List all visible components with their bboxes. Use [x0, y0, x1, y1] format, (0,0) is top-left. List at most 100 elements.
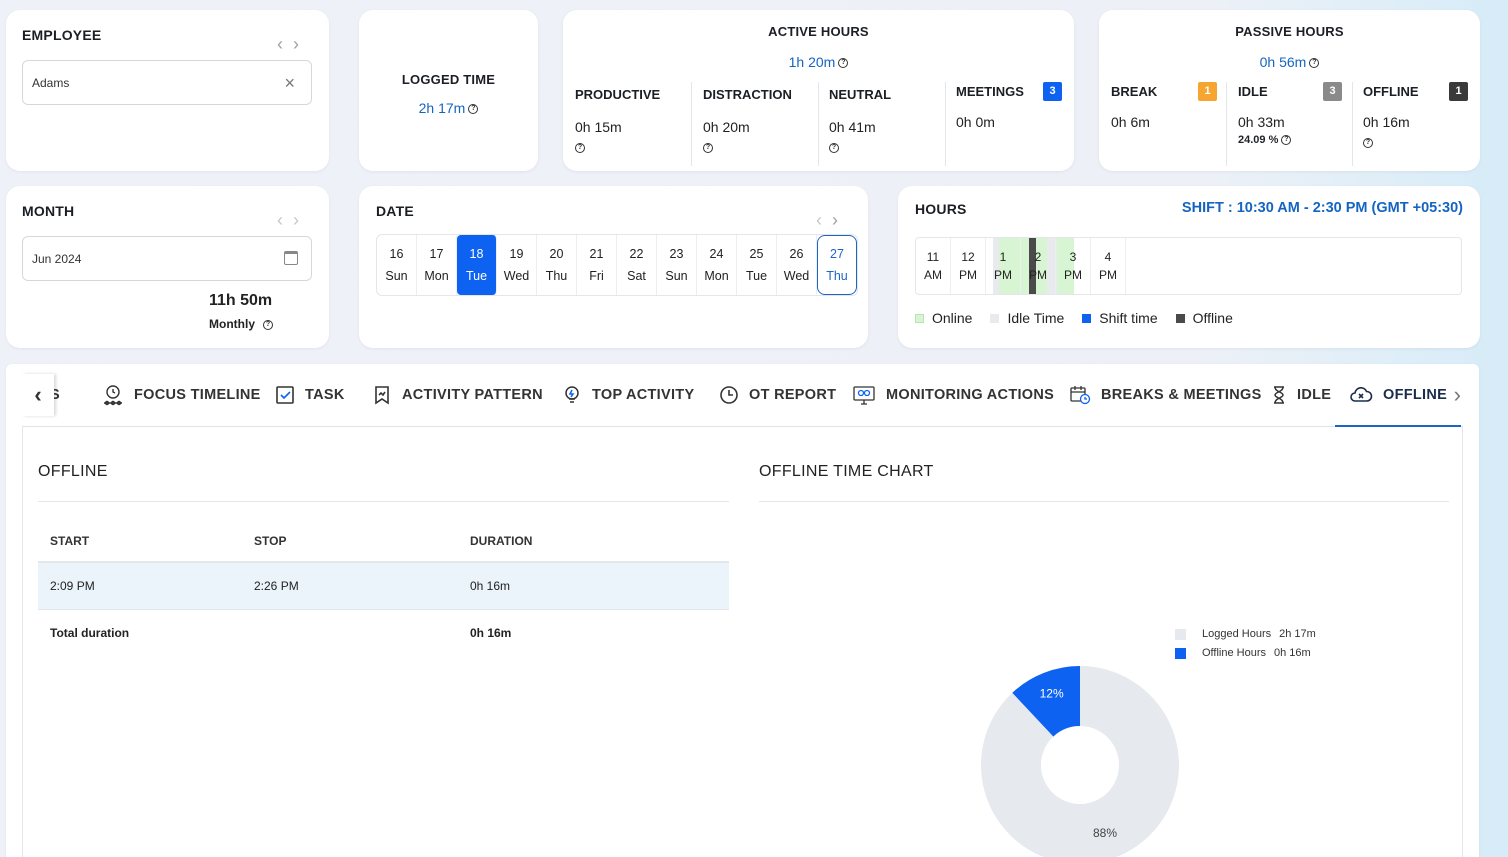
date-day: 19	[509, 247, 524, 261]
date-cell[interactable]: 17 Mon	[417, 235, 457, 295]
hour-cell[interactable]: 1 PM	[986, 238, 1021, 294]
help-icon[interactable]: ?	[263, 319, 273, 330]
meetings-value: 0h 0m	[956, 114, 995, 130]
chevron-right-icon[interactable]: ›	[293, 210, 309, 230]
neutral-label: NEUTRAL	[829, 87, 892, 102]
neutral-metric: NEUTRAL 0h 41m ?	[829, 82, 891, 167]
calendar-icon[interactable]	[284, 251, 298, 265]
logged-time-value: 2h 17m?	[359, 100, 538, 116]
meetings-label: MEETINGS 3	[956, 82, 1062, 101]
tab-focus-timeline[interactable]: FOCUS TIMELINE	[102, 364, 261, 426]
meetings-badge: 3	[1043, 82, 1062, 101]
legend-item: Idle Time	[990, 310, 1064, 326]
tab-partial-label: S	[50, 387, 60, 403]
date-cell[interactable]: 20 Thu	[537, 235, 577, 295]
date-cell[interactable]: 25 Tue	[737, 235, 777, 295]
divider	[1352, 82, 1353, 166]
offline-table: START STOP DURATION 2:09 PM 2:26 PM 0h 1…	[38, 520, 729, 656]
clear-icon[interactable]: ×	[284, 73, 295, 93]
date-cell[interactable]: 19 Wed	[497, 235, 537, 295]
hour-cell[interactable]: 11 AM	[916, 238, 951, 294]
tab-activity-pattern[interactable]: ACTIVITY PATTERN	[372, 364, 543, 426]
date-weekday: Thu	[545, 269, 568, 283]
tab-partial[interactable]: S	[50, 364, 60, 426]
hour-number: 3	[1069, 250, 1077, 264]
legend-swatch	[1175, 629, 1186, 640]
logged-time-card: LOGGED TIME 2h 17m?	[359, 10, 538, 171]
help-icon[interactable]: ?	[829, 142, 839, 153]
date-cell[interactable]: 22 Sat	[617, 235, 657, 295]
table-row[interactable]: 2:09 PM 2:26 PM 0h 16m	[38, 563, 729, 610]
chart-legend-item[interactable]: Offline Hours 0h 16m	[1175, 644, 1316, 663]
break-metric: BREAK 1 0h 6m	[1111, 82, 1217, 167]
hour-cell[interactable]: 4 PM	[1091, 238, 1126, 294]
date-cell[interactable]: 16 Sun	[377, 235, 417, 295]
chart-title: OFFLINE TIME CHART	[759, 463, 934, 480]
legend-item: Offline	[1175, 310, 1233, 326]
help-icon[interactable]: ?	[703, 142, 713, 153]
help-icon[interactable]: ?	[1281, 135, 1292, 146]
total-row: Total duration 0h 16m	[38, 610, 729, 656]
date-cell[interactable]: 27 Thu	[817, 235, 857, 295]
date-cell[interactable]: 21 Fri	[577, 235, 617, 295]
chevron-right-icon[interactable]: ›	[832, 210, 848, 230]
date-cell[interactable]: 23 Sun	[657, 235, 697, 295]
hour-cell[interactable]: 3 PM	[1056, 238, 1091, 294]
offline-label: OFFLINE 1	[1363, 82, 1468, 101]
pie-slice-logged-hours[interactable]	[981, 666, 1179, 857]
tabs-scroll-right[interactable]: ›	[1453, 382, 1461, 407]
date-day: 25	[749, 247, 764, 261]
date-cell[interactable]: 24 Mon	[697, 235, 737, 295]
help-icon[interactable]: ?	[468, 104, 479, 115]
date-day: 16	[389, 247, 404, 261]
help-icon[interactable]: ?	[1363, 137, 1373, 148]
bookmark-chart-icon	[372, 385, 392, 405]
date-cell[interactable]: 26 Wed	[777, 235, 817, 295]
tab-top-activity[interactable]: TOP ACTIVITY	[562, 364, 694, 426]
help-icon[interactable]: ?	[1309, 58, 1320, 69]
offline-metric: OFFLINE 1 0h 16m ?	[1363, 82, 1468, 167]
pie-slice-offline-hours[interactable]	[1012, 666, 1080, 737]
tabs-scroll-left[interactable]: ‹	[22, 374, 54, 416]
hour-cells: 11 AM 12 PM 1 PM 2 PM 3 PM 4 PM	[916, 238, 1126, 294]
hour-cell[interactable]: 12 PM	[951, 238, 986, 294]
month-picker[interactable]: Jun 2024	[22, 236, 312, 281]
total-value: 0h 16m	[470, 626, 512, 640]
chevron-right-icon[interactable]: ›	[293, 34, 309, 54]
employee-select[interactable]: Adams ×	[22, 60, 312, 105]
chevron-left-icon[interactable]: ‹	[277, 210, 293, 230]
date-card: DATE ‹› 16 Sun 17 Mon 18 Tue 19 Wed 20 Thu 21 Fri 22…	[359, 186, 868, 348]
legend-series-name: Offline Hours	[1202, 647, 1266, 659]
tab-ot-report[interactable]: OT REPORT	[719, 364, 836, 426]
date-cell[interactable]: 18 Tue	[457, 235, 497, 295]
hour-period: PM	[1099, 268, 1117, 282]
meetings-text: MEETINGS	[956, 84, 1024, 99]
date-weekday: Mon	[704, 269, 729, 283]
neutral-value: 0h 41m	[829, 119, 876, 135]
monthly-total: 11h 50m	[209, 292, 273, 309]
chevron-left-icon[interactable]: ‹	[277, 34, 293, 54]
legend-item: Shift time	[1082, 310, 1158, 326]
date-day: 26	[789, 247, 804, 261]
help-icon[interactable]: ?	[838, 58, 849, 69]
offline-pie-chart: 12% 88%	[981, 666, 1179, 857]
date-day: 22	[629, 247, 644, 261]
chevron-left-icon[interactable]: ‹	[816, 210, 832, 230]
tab-label: OT REPORT	[749, 387, 837, 403]
date-day: 20	[549, 247, 564, 261]
tab-idle[interactable]: IDLE	[1271, 364, 1331, 426]
date-weekday: Sun	[385, 269, 408, 283]
hour-cell[interactable]: 2 PM	[1021, 238, 1056, 294]
idle-percent-text: 24.09 %	[1238, 134, 1279, 146]
chart-legend-item[interactable]: Logged Hours 2h 17m	[1175, 625, 1316, 644]
tab-monitoring-actions[interactable]: MONITORING ACTIONS	[852, 364, 1054, 426]
monthly-text: Monthly	[209, 317, 255, 331]
help-icon[interactable]: ?	[575, 142, 585, 153]
hours-card: HOURS SHIFT : 10:30 AM - 2:30 PM (GMT +0…	[898, 186, 1480, 348]
distraction-value: 0h 20m	[703, 119, 750, 135]
tab-offline[interactable]: OFFLINE	[1335, 364, 1462, 427]
tab-task[interactable]: TASK	[275, 364, 345, 426]
logged-time-text: 2h 17m	[418, 100, 466, 116]
focus-timeline-icon	[102, 384, 124, 406]
tab-breaks-meetings[interactable]: BREAKS & MEETINGS	[1069, 364, 1262, 426]
